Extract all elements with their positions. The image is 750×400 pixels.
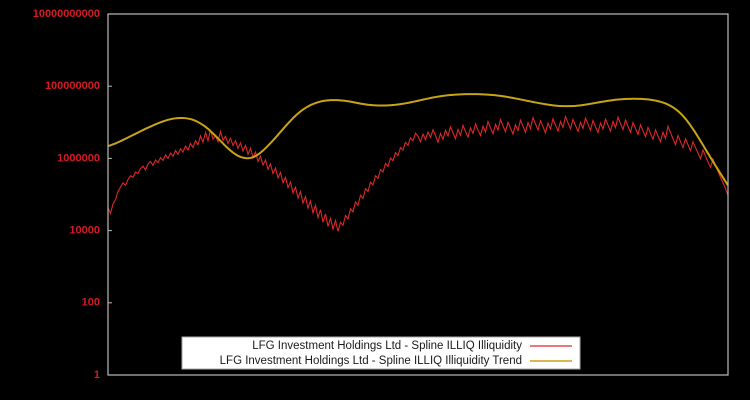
plot-frame-border — [107, 13, 729, 376]
y-axis-tick-label: 100 — [82, 297, 100, 309]
plot-area-background — [108, 14, 728, 375]
y-axis-tick-label: 10000 — [69, 225, 100, 237]
data-series-group — [107, 93, 729, 232]
y-axis-tick-labels: 10000000000 100000000 1000000 10000 100 1 — [33, 8, 100, 381]
legend-background — [181, 336, 581, 370]
chart-legend[interactable]: LFG Investment Holdings Ltd - Spline ILL… — [181, 336, 581, 370]
y-axis-tick-label: 1000000 — [57, 152, 100, 164]
y-axis-tick-label: 100000000 — [45, 80, 100, 92]
series-line-illiquidity-trend — [107, 93, 729, 186]
legend-entry-label: LFG Investment Holdings Ltd - Spline ILL… — [252, 340, 522, 352]
y-axis-tick-label: 1 — [94, 369, 100, 381]
y-axis-tick-label: 10000000000 — [33, 8, 100, 20]
legend-entry-label: LFG Investment Holdings Ltd - Spline ILL… — [220, 355, 522, 367]
